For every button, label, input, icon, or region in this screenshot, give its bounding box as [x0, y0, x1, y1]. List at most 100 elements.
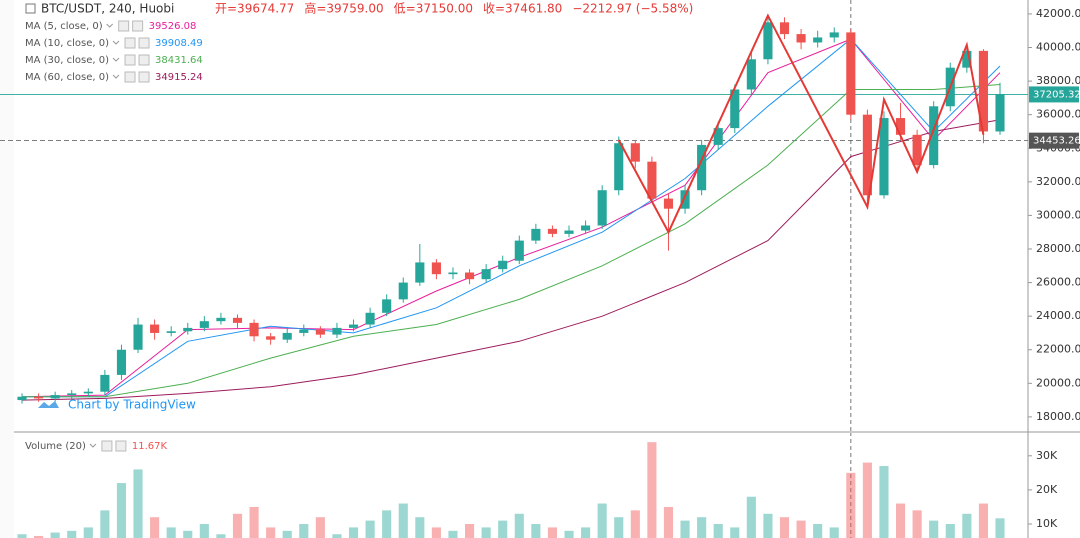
close-icon[interactable]	[132, 20, 144, 32]
close-icon[interactable]	[138, 37, 150, 49]
volume-bar	[431, 527, 441, 538]
legend-caret	[89, 443, 97, 448]
volume-bar	[67, 530, 77, 538]
y-tick-label: 28000.00	[1036, 242, 1080, 255]
volume-bar	[763, 513, 773, 538]
candle-body	[67, 393, 77, 396]
close-icon[interactable]	[138, 71, 150, 83]
toolbar[interactable]	[0, 0, 14, 538]
candle-body	[166, 331, 176, 333]
volume-bar	[978, 503, 988, 538]
candle-body	[465, 272, 475, 280]
candle-body	[895, 118, 906, 135]
y-tick-label: 24000.00	[1036, 309, 1080, 322]
candle-body	[83, 391, 93, 394]
volume-bar	[199, 524, 209, 538]
candle-body	[266, 336, 276, 340]
candle-body	[846, 32, 856, 115]
close-icon[interactable]	[138, 54, 150, 66]
legend: MA (5, close, 0) 39526.08 MA (10, close, 0…	[25, 20, 203, 452]
ohlc-value: 开=39674.77	[215, 2, 294, 16]
volume-bar	[895, 503, 906, 538]
settings-icon[interactable]	[101, 440, 113, 452]
volume-bar	[813, 524, 823, 538]
volume-bar	[779, 517, 790, 538]
settings-icon[interactable]	[124, 71, 136, 83]
volume-bar	[829, 527, 839, 538]
volume-bar	[581, 527, 591, 538]
candle-body	[481, 269, 491, 280]
volume-bar	[299, 524, 309, 538]
collapse-icon[interactable]	[25, 3, 36, 14]
candle-body	[978, 50, 988, 132]
legend-caret	[112, 40, 120, 45]
y-tick-label: 22000.00	[1036, 343, 1080, 356]
candle-body	[663, 198, 674, 209]
y-tick-label: 40000.00	[1036, 41, 1080, 54]
volume-bar	[862, 462, 872, 538]
candle-body	[249, 322, 259, 337]
y-tick-label: 20000.00	[1036, 376, 1080, 389]
legend-name: MA (60, close, 0)	[25, 72, 109, 83]
volume-tick-label: 10K	[1036, 517, 1058, 530]
volume-bar	[647, 442, 657, 538]
volume-pane	[17, 433, 1005, 538]
candle-body	[680, 190, 690, 209]
candle-body	[962, 50, 972, 68]
legend-value: 38431.64	[155, 55, 203, 66]
settings-icon[interactable]	[124, 37, 136, 49]
volume-bar	[465, 524, 475, 538]
candle-body	[116, 349, 127, 375]
volume-bar	[415, 517, 425, 538]
candle-body	[232, 317, 243, 323]
candle-body	[995, 94, 1005, 132]
volume-bar	[514, 513, 524, 538]
candle-body	[514, 240, 524, 261]
settings-icon[interactable]	[124, 54, 136, 66]
volume-bar	[100, 510, 110, 538]
volume-bar	[962, 513, 972, 538]
candle-body	[597, 190, 607, 226]
y-tick-label: 18000.00	[1036, 410, 1080, 423]
legend-name: MA (5, close, 0)	[25, 21, 103, 32]
candle-body	[133, 324, 143, 350]
candle-body	[183, 327, 193, 332]
candle-body	[581, 225, 591, 231]
watermark-logo	[38, 401, 59, 408]
candle-body	[100, 374, 110, 392]
volume-bar	[531, 524, 541, 538]
ohlc-value: 高=39759.00	[304, 1, 383, 16]
volume-bar	[796, 520, 806, 538]
candle-body	[614, 143, 624, 191]
ohlc-value: 低=37150.00	[394, 2, 473, 16]
chart-title: BTC/USDT, 240, Huobi	[41, 2, 174, 16]
volume-bar	[50, 532, 60, 538]
volume-bar	[83, 527, 93, 538]
close-icon[interactable]	[115, 440, 127, 452]
candle-body	[713, 128, 723, 145]
volume-bar	[481, 527, 491, 538]
volume-bar	[315, 517, 325, 538]
candle-body	[630, 143, 640, 162]
watermark: Chart by TradingView	[68, 398, 196, 412]
candle-body	[199, 321, 209, 328]
legend-name: Volume (20)	[25, 441, 86, 452]
volume-bar	[332, 534, 342, 538]
candle-body	[348, 324, 359, 328]
candle-body	[415, 262, 425, 283]
candle-body	[697, 144, 707, 191]
volume-bar	[448, 530, 458, 538]
candle-body	[746, 59, 756, 90]
candle-body	[382, 299, 392, 313]
settings-icon[interactable]	[118, 20, 130, 32]
y-tick-label: 26000.00	[1036, 276, 1080, 289]
volume-bar	[249, 506, 259, 538]
volume-bar	[133, 469, 143, 538]
volume-bar	[498, 520, 508, 538]
candle-body	[365, 312, 375, 325]
volume-bar	[547, 527, 557, 538]
volume-bar	[929, 520, 939, 538]
legend-caret	[112, 57, 120, 62]
y-tick-label: 42000.00	[1036, 7, 1080, 20]
candle-body	[879, 118, 889, 196]
